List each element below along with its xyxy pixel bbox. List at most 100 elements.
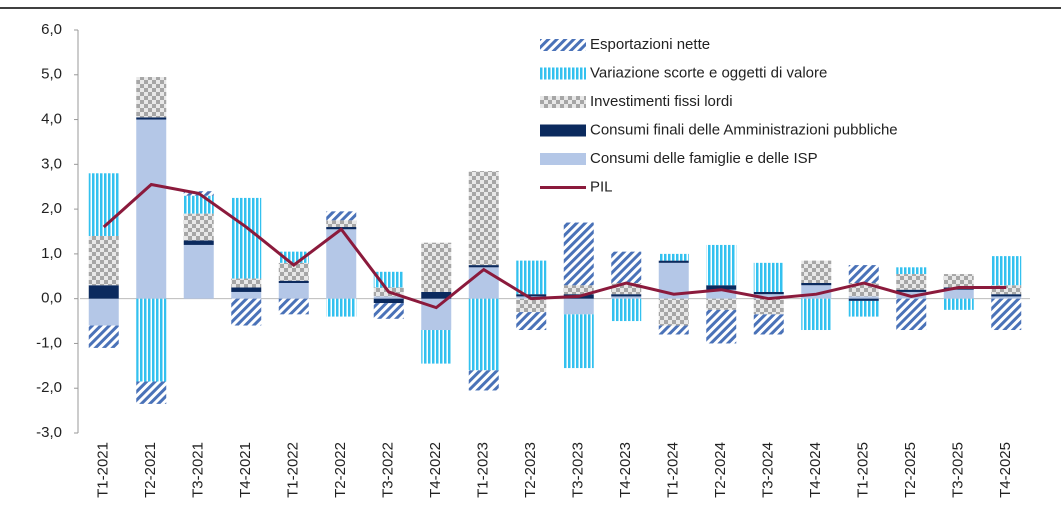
y-tick-label: -1,0 [36, 334, 62, 351]
bar-segment [278, 262, 309, 281]
bar-segment [468, 267, 499, 299]
bar-segment [943, 298, 974, 310]
bar-segment [706, 244, 737, 286]
bar-segment [278, 298, 309, 315]
bar-segment [136, 117, 167, 120]
bar-segment [326, 211, 357, 221]
bar-segment [516, 312, 547, 331]
bar-segment [801, 282, 832, 286]
legend-label: PIL [590, 178, 613, 195]
bar-segment [991, 285, 1022, 295]
bar-segment [231, 291, 262, 299]
legend-label: Esportazioni nette [590, 36, 710, 53]
x-tick-label: T2-2022 [332, 442, 349, 498]
y-tick-label: 4,0 [41, 111, 62, 128]
x-tick-label: T2-2025 [902, 442, 919, 498]
bar-segment [658, 298, 689, 326]
bar-segment [278, 280, 309, 283]
y-tick-label: 0,0 [41, 290, 62, 307]
bar-segment [753, 294, 784, 299]
bar-segment [943, 289, 974, 299]
bar-segment [326, 298, 357, 317]
x-tick-label: T2-2023 [522, 442, 539, 498]
x-tick-label: T3-2021 [190, 442, 207, 498]
legend-marker [540, 96, 586, 108]
bar-segment [373, 298, 404, 304]
bar-segment [136, 119, 167, 299]
x-tick-label: T1-2021 [95, 442, 112, 498]
legend-marker [540, 39, 586, 51]
legend-label: Investimenti fissi lordi [590, 93, 733, 110]
bar-segment [421, 330, 452, 364]
bar-segment [753, 291, 784, 295]
y-tick-label: 5,0 [41, 66, 62, 83]
bar-segment [468, 171, 499, 266]
x-tick-label: T3-2023 [570, 442, 587, 498]
bar-segment [231, 197, 262, 279]
bar-segment [421, 242, 452, 292]
bar-segment [88, 298, 119, 326]
x-tick-label: T4-2024 [807, 442, 824, 498]
bar-segment [611, 298, 642, 322]
bar-segment [611, 251, 642, 283]
bar-segment [278, 282, 309, 299]
legend-label: Consumi delle famiglie e delle ISP [590, 150, 818, 167]
legend-marker [540, 153, 586, 165]
bar-segment [991, 256, 1022, 286]
bar-segment [516, 294, 547, 297]
bar-segment [231, 287, 262, 292]
bar-segment [326, 220, 357, 228]
legend-label: Variazione scorte e oggetti di valore [590, 64, 827, 81]
bar-segment [706, 309, 737, 344]
bar-segment [706, 298, 737, 310]
bar-segment [468, 265, 499, 268]
x-tick-label: T2-2024 [712, 442, 729, 498]
x-tick-label: T4-2021 [237, 442, 254, 498]
bar-segment [753, 298, 784, 315]
bar-segment [611, 296, 642, 299]
legend-bg [538, 92, 1023, 112]
bar-segment [136, 381, 167, 404]
bar-segment [896, 289, 927, 292]
bar-segment [136, 77, 167, 118]
x-tick-label: T3-2024 [760, 442, 777, 498]
y-tick-label: -3,0 [36, 424, 62, 441]
y-tick-label: 2,0 [41, 200, 62, 217]
bar-segment [848, 296, 879, 299]
bar-segment [943, 274, 974, 288]
bar-segment [991, 298, 1022, 331]
legend-bg [538, 120, 1023, 141]
bar-segment [563, 285, 594, 295]
x-tick-label: T3-2022 [380, 442, 397, 498]
x-tick-label: T1-2022 [285, 442, 302, 498]
legend-bg [538, 63, 1023, 84]
bar-segment [563, 298, 594, 315]
bar-segment [88, 235, 119, 286]
bar-segment [658, 325, 689, 335]
bar-segment [563, 314, 594, 369]
bar-segment [421, 291, 452, 299]
bar-segment [231, 298, 262, 326]
bar-segment [373, 303, 404, 319]
bar-segment [991, 294, 1022, 297]
y-tick-label: 6,0 [41, 21, 62, 38]
bar-segment [373, 296, 404, 299]
bar-segment [753, 262, 784, 292]
legend-label: Consumi finali delle Amministrazioni pub… [590, 121, 898, 138]
bar-segment [753, 314, 784, 335]
bar-segment [183, 213, 214, 241]
bar-segment [848, 265, 879, 283]
line [102, 182, 1007, 310]
bar-segment [896, 267, 927, 275]
y-tick-label: 3,0 [41, 155, 62, 172]
bar-segment [468, 370, 499, 391]
x-tick-label: T1-2024 [665, 442, 682, 498]
x-tick-label: T1-2025 [855, 442, 872, 498]
bar-segment [326, 229, 357, 299]
bar-segment [706, 285, 737, 290]
bar-segment [183, 244, 214, 299]
legend-bg [538, 35, 1023, 55]
bar-segment [183, 240, 214, 245]
y-tick-label: -2,0 [36, 379, 62, 396]
